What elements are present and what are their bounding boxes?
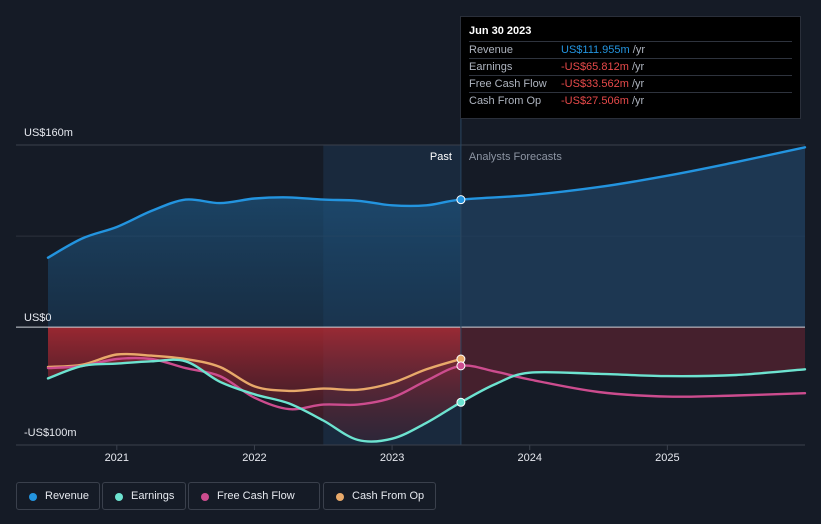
tooltip-row-value: -US$33.562m /yr — [561, 78, 645, 90]
legend-item-free-cash-flow[interactable]: Free Cash Flow — [188, 482, 320, 510]
tooltip-row-free-cash-flow: Free Cash Flow -US$33.562m /yr — [469, 75, 792, 93]
tooltip-row-label: Earnings — [469, 61, 513, 73]
revenue-area-forecast — [460, 147, 805, 328]
x-tick-label: 2022 — [242, 452, 266, 464]
free-cash-flow-line — [46, 356, 807, 411]
forecast-label: Analysts Forecasts — [469, 151, 562, 163]
revenue-line — [46, 146, 807, 259]
tooltip-row-value: US$111.955m /yr — [561, 44, 645, 56]
legend-label: Earnings — [131, 490, 175, 502]
cash-from-op-dot-icon — [336, 493, 344, 501]
tooltip-row-value: -US$27.506m /yr — [561, 95, 645, 107]
y-label-bottom: -US$100m — [24, 427, 77, 439]
y-label-zero: US$0 — [24, 312, 52, 324]
tooltip-row-earnings: Earnings -US$65.812m /yr — [469, 58, 792, 76]
revenue-area-past — [48, 197, 461, 328]
data-tooltip: Jun 30 2023 Revenue US$111.955m /yr Earn… — [460, 16, 801, 119]
x-tick-label: 2021 — [105, 452, 129, 464]
tooltip-row-label: Revenue — [469, 44, 514, 56]
legend-label: Cash From Op — [352, 490, 425, 502]
tooltip-row-value: -US$65.812m /yr — [561, 61, 645, 73]
past-label: Past — [430, 151, 452, 163]
legend-item-revenue[interactable]: Revenue — [16, 482, 100, 510]
legend-label: Revenue — [45, 490, 90, 502]
tooltip-row-label: Free Cash Flow — [469, 78, 547, 90]
x-tick-label: 2025 — [655, 452, 679, 464]
free-cash-flow-dot-icon — [201, 493, 209, 501]
revenue-marker — [456, 195, 466, 205]
cash-from-op-line — [46, 352, 463, 393]
x-tick-label: 2024 — [517, 452, 541, 464]
tooltip-row-cash-from-op: Cash From Op -US$27.506m /yr — [469, 92, 792, 110]
earnings-marker — [456, 397, 466, 407]
x-tick-label: 2023 — [380, 452, 404, 464]
negative-area-forecast — [460, 327, 805, 403]
legend-item-cash-from-op[interactable]: Cash From Op — [323, 482, 436, 510]
free-cash-flow-marker — [456, 361, 466, 371]
revenue-dot-icon — [29, 493, 37, 501]
y-label-top: US$160m — [24, 127, 73, 139]
tooltip-row-label: Cash From Op — [469, 95, 542, 107]
legend-item-earnings[interactable]: Earnings — [102, 482, 186, 510]
tooltip-date: Jun 30 2023 — [469, 25, 532, 37]
earnings-line — [46, 358, 807, 443]
legend-label: Free Cash Flow — [217, 490, 295, 502]
earnings-dot-icon — [115, 493, 123, 501]
tooltip-row-revenue: Revenue US$111.955m /yr — [469, 41, 792, 59]
